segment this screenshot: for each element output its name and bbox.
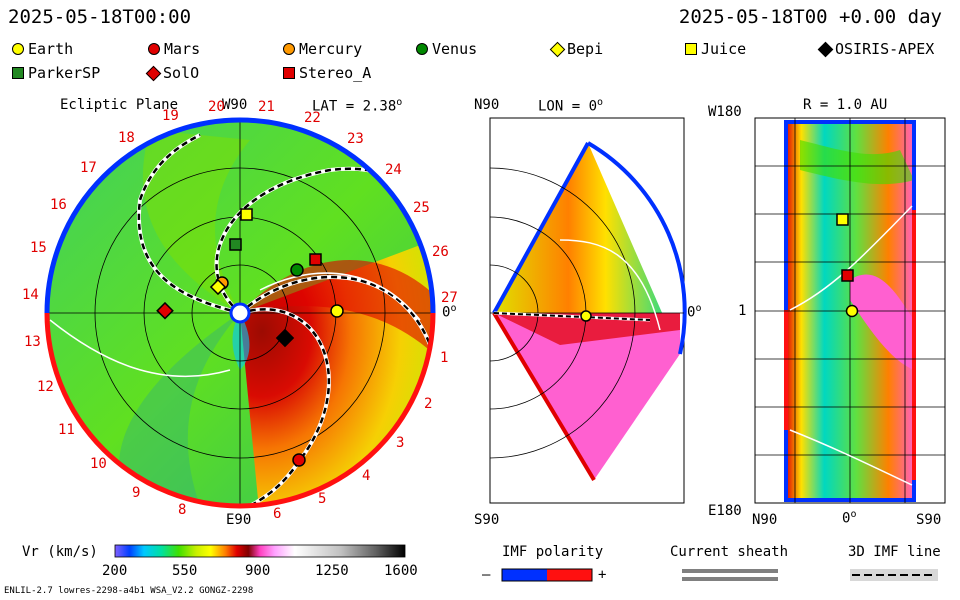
- colorbar-tick-900: 900: [245, 563, 271, 579]
- imf-negative-bar: [502, 569, 547, 581]
- imf-polarity-title: IMF polarity: [502, 544, 604, 560]
- svg-text:10: 10: [90, 456, 107, 472]
- r-top-label: W180: [708, 104, 742, 120]
- right-timestamp: 2025-05-18T00 +0.00 day: [678, 6, 942, 28]
- meridional-title: LON = 0o: [538, 97, 604, 115]
- mars-marker-icon: [148, 43, 160, 55]
- meridional-top-label: N90: [474, 97, 500, 113]
- svg-text:17: 17: [80, 160, 97, 176]
- colorbar-tick-1250: 1250: [315, 563, 349, 579]
- r-panel: [754, 117, 946, 504]
- imf-line-title: 3D IMF line: [848, 544, 941, 560]
- stereo-a-marker: [309, 253, 322, 266]
- r-x-label-n90: N90: [752, 512, 778, 528]
- left-timestamp: 2025-05-18T00:00: [8, 6, 192, 28]
- svg-text:22: 22: [304, 110, 321, 126]
- svg-text:18: 18: [118, 130, 135, 146]
- svg-text:8: 8: [178, 502, 186, 518]
- current-sheath-swatch: [682, 569, 778, 581]
- r-stereo-a-marker: [841, 269, 854, 282]
- svg-text:12: 12: [37, 379, 54, 395]
- r-x-label-s90: S90: [916, 512, 942, 528]
- svg-text:15: 15: [30, 240, 47, 256]
- legend-earth: Earth: [12, 40, 73, 58]
- parker-marker-icon: [12, 67, 24, 79]
- legend-bepi: Bepi: [549, 40, 603, 58]
- svg-text:21: 21: [258, 99, 275, 115]
- colorbar-tick-1600: 1600: [384, 563, 418, 579]
- svg-text:3: 3: [396, 435, 404, 451]
- r-title: R = 1.0 AU: [803, 97, 888, 113]
- juice-marker: [240, 208, 253, 221]
- legend-parker: ParkerSP: [12, 64, 100, 82]
- solo-marker: [156, 301, 174, 320]
- carrington-ticks: 1 2 3 4 5 6 8 9 10 11 12 13 14 15 16 17 …: [22, 99, 458, 522]
- svg-text:1: 1: [440, 350, 448, 366]
- venus-marker-icon: [416, 43, 428, 55]
- svg-text:9: 9: [132, 485, 140, 501]
- earth-marker: [330, 304, 344, 318]
- bepi-marker: [209, 278, 227, 296]
- r-x-label-0: 0o: [842, 509, 857, 527]
- ecliptic-lat-label: LAT = 2.38o: [312, 97, 403, 115]
- legend-mars: Mars: [148, 40, 200, 58]
- meridional-earth-marker: [580, 310, 592, 322]
- r-earth-marker: [845, 304, 859, 318]
- r-bottom-label: E180: [708, 503, 742, 519]
- ecliptic-panel: 1 2 3 4 5 6 8 9 10 11 12 13 14 15 16 17 …: [22, 99, 458, 522]
- footer-model-info: ENLIL-2.7 lowres-2298-a4b1 WSA_V2.2 GONG…: [4, 586, 254, 596]
- current-sheath-title: Current sheath: [670, 544, 789, 560]
- ecliptic-title: Ecliptic Plane: [60, 97, 179, 113]
- colorbar-label: Vr (km/s): [22, 544, 98, 560]
- svg-text:2: 2: [424, 396, 432, 412]
- legend-juice: Juice: [685, 40, 746, 58]
- svg-text:26: 26: [432, 244, 449, 260]
- imf-plus-label: +: [598, 567, 607, 583]
- imf-line-swatch: [850, 569, 938, 581]
- mercury-marker-icon: [283, 43, 295, 55]
- legend-venus: Venus: [416, 40, 477, 58]
- imf-positive-bar: [547, 569, 592, 581]
- legend-solo: SolO: [145, 64, 199, 82]
- colorbar-tick-550: 550: [172, 563, 198, 579]
- svg-text:13: 13: [24, 334, 41, 350]
- svg-text:5: 5: [318, 491, 326, 507]
- svg-text:27: 27: [441, 290, 458, 306]
- svg-text:16: 16: [50, 197, 67, 213]
- ecliptic-right-label: 0o: [442, 303, 457, 321]
- svg-text:19: 19: [162, 108, 179, 124]
- svg-text:25: 25: [413, 200, 430, 216]
- stereo-a-marker-icon: [283, 67, 295, 79]
- meridional-bottom-label: S90: [474, 512, 500, 528]
- earth-marker-icon: [12, 43, 24, 55]
- svg-text:14: 14: [22, 287, 39, 303]
- legend-osiris: OSIRIS-APEX: [817, 40, 934, 58]
- svg-text:4: 4: [362, 468, 370, 484]
- meridional-right-label: 0o: [687, 303, 702, 321]
- osiris-marker: [275, 328, 295, 348]
- svg-text:20: 20: [208, 99, 225, 115]
- svg-text:11: 11: [58, 422, 75, 438]
- imf-minus-label: –: [482, 567, 491, 583]
- mars-marker: [292, 453, 306, 467]
- meridional-panel: [489, 117, 687, 504]
- svg-text:24: 24: [385, 162, 402, 178]
- juice-marker-icon: [685, 43, 697, 55]
- ecliptic-top-label: W90: [222, 97, 248, 113]
- r-mid-label: 1: [738, 303, 747, 319]
- legend-stereo-a: Stereo_A: [283, 64, 371, 82]
- svg-text:23: 23: [347, 131, 364, 147]
- colorbar-tick-200: 200: [102, 563, 128, 579]
- svg-text:6: 6: [273, 506, 281, 522]
- venus-marker: [290, 263, 304, 277]
- r-juice-marker: [836, 213, 849, 226]
- parker-marker: [229, 238, 242, 251]
- ecliptic-bottom-label: E90: [226, 512, 252, 528]
- legend-mercury: Mercury: [283, 40, 362, 58]
- colorbar: [114, 544, 406, 558]
